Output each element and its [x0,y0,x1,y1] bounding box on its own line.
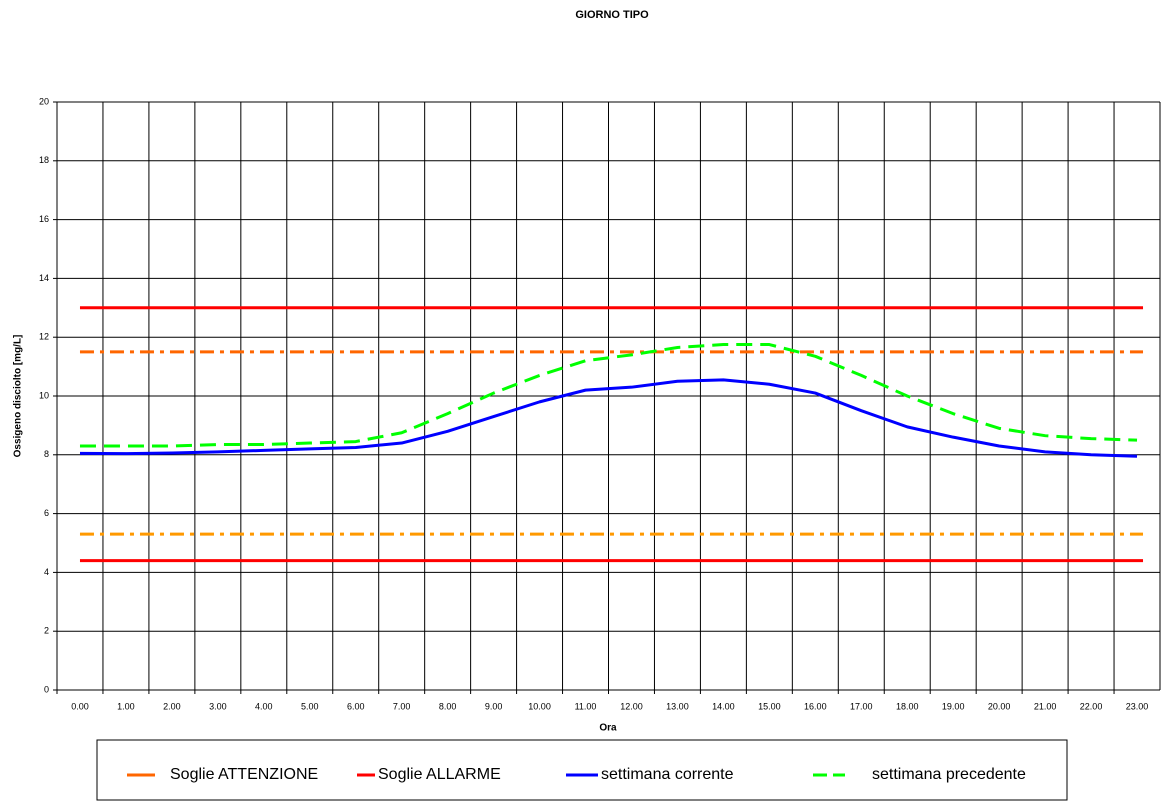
x-tick-label: 19.00 [942,701,965,711]
y-tick-label: 18 [39,155,49,165]
y-tick-label: 6 [44,508,49,518]
y-tick-label: 20 [39,96,49,106]
x-tick-label: 2.00 [163,701,181,711]
legend-label: Soglie ALLARME [378,766,501,783]
x-tick-label: 9.00 [485,701,503,711]
x-tick-label: 7.00 [393,701,411,711]
x-tick-label: 13.00 [666,701,689,711]
chart-title: GIORNO TIPO [575,9,649,21]
x-tick-label: 17.00 [850,701,873,711]
y-tick-label: 10 [39,390,49,400]
x-tick-label: 20.00 [988,701,1011,711]
x-tick-label: 0.00 [71,701,89,711]
x-tick-label: 23.00 [1126,701,1149,711]
x-tick-label: 8.00 [439,701,457,711]
x-tick-label: 11.00 [575,701,597,711]
x-tick-label: 15.00 [758,701,781,711]
x-tick-label: 10.00 [528,701,551,711]
legend-label: settimana precedente [872,766,1026,783]
y-tick-label: 12 [39,332,49,342]
y-axis-title: Ossigeno disciolto [mg/L] [13,335,24,458]
x-tick-label: 22.00 [1080,701,1103,711]
x-tick-label: 18.00 [896,701,919,711]
y-tick-label: 16 [39,214,49,224]
y-tick-label: 2 [44,626,49,636]
y-tick-label: 4 [44,567,49,577]
y-tick-label: 14 [39,273,49,283]
x-tick-label: 5.00 [301,701,319,711]
x-axis-title: Ora [599,723,617,734]
legend-label: settimana corrente [601,766,734,783]
y-tick-label: 8 [44,449,49,459]
series-line [79,343,1138,448]
legend-label: Soglie ATTENZIONE [170,766,318,783]
x-tick-label: 16.00 [804,701,827,711]
x-tick-label: 12.00 [620,701,643,711]
x-tick-label: 4.00 [255,701,273,711]
x-tick-label: 21.00 [1034,701,1057,711]
series-line [79,378,1138,458]
x-tick-label: 6.00 [347,701,365,711]
legend-box [96,739,1068,801]
x-tick-label: 1.00 [117,701,135,711]
x-tick-label: 14.00 [712,701,735,711]
x-tick-label: 3.00 [209,701,227,711]
y-tick-label: 0 [44,684,49,694]
